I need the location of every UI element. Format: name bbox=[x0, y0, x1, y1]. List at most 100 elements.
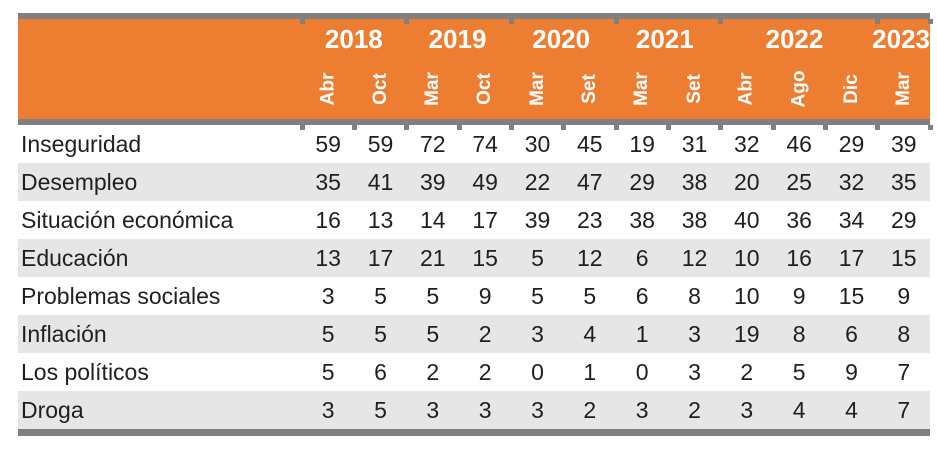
month-column-header: Dic bbox=[825, 59, 877, 119]
cell-value: 3 bbox=[531, 396, 544, 423]
table-row: Droga 3 5 3 3 3 2 3 2 3 4 4 7 bbox=[18, 391, 930, 429]
cell-value: 17 bbox=[367, 244, 394, 271]
month-label: Mar bbox=[421, 72, 443, 106]
cell-value: 13 bbox=[315, 244, 341, 271]
table-row: Inflación 5 5 5 2 3 4 1 3 19 8 6 8 bbox=[18, 315, 930, 353]
cell-value: 2 bbox=[478, 320, 492, 347]
month-column-header: Oct bbox=[354, 59, 406, 119]
column-boundary-tick bbox=[351, 125, 357, 130]
month-label: Mar bbox=[631, 72, 653, 106]
year-label: 2021 bbox=[635, 24, 694, 54]
month-label: Set bbox=[578, 74, 600, 104]
cell-value: 9 bbox=[478, 282, 492, 309]
column-boundary-tick bbox=[456, 125, 462, 130]
cell-value: 5 bbox=[374, 282, 387, 309]
column-boundary-tick bbox=[718, 125, 724, 130]
cell-value: 2 bbox=[583, 396, 597, 423]
month-column-header: Oct bbox=[459, 59, 511, 119]
cell-value: 15 bbox=[472, 244, 498, 271]
row-label: Problemas sociales bbox=[21, 282, 221, 309]
cell-value: 38 bbox=[629, 206, 655, 233]
cell-value: 2 bbox=[688, 396, 701, 423]
column-boundary-tick bbox=[299, 19, 305, 24]
row-label: Situación económica bbox=[21, 206, 234, 233]
cell-value: 14 bbox=[420, 206, 446, 233]
table-row: Educación 13 17 21 15 5 12 6 12 10 16 17 15 bbox=[18, 239, 930, 277]
row-label: Educación bbox=[21, 244, 129, 271]
cell-value: 35 bbox=[315, 168, 341, 195]
month-column-header: Set bbox=[668, 59, 720, 119]
cell-value: 12 bbox=[577, 244, 603, 271]
cell-value: 6 bbox=[374, 358, 387, 385]
table-row: Situación económica 16 13 14 17 39 23 38 38 40 36 3… bbox=[18, 201, 930, 239]
cell-value: 39 bbox=[420, 168, 446, 195]
column-boundary-tick bbox=[613, 125, 619, 130]
cell-value: 8 bbox=[792, 320, 806, 347]
cell-value: 5 bbox=[583, 282, 597, 309]
cell-value: 5 bbox=[426, 282, 440, 309]
header-separator bbox=[18, 119, 933, 130]
main-problems-table: 2018 2019 2020 2021 2022 2023 Abr Oct Mar Oct Mar… bbox=[18, 13, 933, 436]
month-label: Set bbox=[683, 74, 705, 104]
cell-value: 39 bbox=[524, 206, 551, 233]
cell-value: 3 bbox=[426, 396, 440, 423]
cell-value: 34 bbox=[838, 206, 865, 233]
month-column-header: Set bbox=[564, 59, 616, 119]
column-boundary-tick bbox=[404, 19, 410, 24]
cell-value: 29 bbox=[891, 206, 917, 233]
column-boundary-tick bbox=[665, 125, 671, 130]
year-header-row: 2018 2019 2020 2021 2022 2023 bbox=[18, 19, 930, 59]
cell-value: 25 bbox=[786, 168, 812, 195]
column-boundary-tick bbox=[927, 125, 933, 130]
column-boundary-tick bbox=[875, 19, 881, 24]
cell-value: 3 bbox=[688, 358, 701, 385]
year-label: 2022 bbox=[765, 24, 824, 54]
month-column-header: Abr bbox=[721, 59, 773, 119]
cell-value: 32 bbox=[734, 130, 760, 157]
cell-value: 46 bbox=[786, 130, 812, 157]
cell-value: 22 bbox=[524, 168, 551, 195]
cell-value: 3 bbox=[688, 320, 701, 347]
cell-value: 7 bbox=[897, 358, 911, 385]
cell-value: 3 bbox=[321, 282, 335, 309]
cell-value: 6 bbox=[845, 320, 858, 347]
table-top-border bbox=[18, 13, 933, 24]
cell-value: 38 bbox=[681, 168, 708, 195]
column-boundary-tick bbox=[508, 125, 514, 130]
cell-value: 1 bbox=[635, 320, 649, 347]
cell-value: 3 bbox=[531, 320, 544, 347]
row-label: Desempleo bbox=[21, 168, 138, 195]
cell-value: 6 bbox=[635, 244, 649, 271]
column-boundary-tick bbox=[770, 125, 776, 130]
month-label: Abr bbox=[735, 72, 757, 106]
cell-value: 5 bbox=[374, 396, 387, 423]
column-boundary-tick bbox=[718, 19, 724, 24]
cell-value: 32 bbox=[838, 168, 865, 195]
cell-value: 29 bbox=[838, 130, 865, 157]
cell-value: 15 bbox=[838, 282, 865, 309]
table-row: Problemas sociales 3 5 5 9 5 5 6 8 10 9 15 9 bbox=[18, 277, 930, 315]
cell-value: 35 bbox=[891, 168, 917, 195]
cell-value: 2 bbox=[478, 358, 492, 385]
cell-value: 2 bbox=[740, 358, 754, 385]
cell-value: 31 bbox=[681, 130, 708, 157]
cell-value: 8 bbox=[688, 282, 701, 309]
cell-value: 9 bbox=[792, 282, 806, 309]
column-boundary-tick bbox=[561, 125, 567, 130]
cell-value: 38 bbox=[681, 206, 708, 233]
cell-value: 12 bbox=[681, 244, 708, 271]
column-boundary-tick bbox=[508, 19, 514, 24]
cell-value: 1 bbox=[583, 358, 597, 385]
cell-value: 4 bbox=[792, 396, 806, 423]
table-body: Inseguridad 59 59 72 74 30 45 19 31 32 46 29 39 Desem… bbox=[18, 125, 930, 429]
table-bottom-border bbox=[18, 429, 930, 436]
cell-value: 16 bbox=[315, 206, 341, 233]
cell-value: 15 bbox=[891, 244, 917, 271]
row-label: Droga bbox=[21, 396, 84, 423]
cell-value: 8 bbox=[897, 320, 911, 347]
table-row: Inseguridad 59 59 72 74 30 45 19 31 32 46 29 39 bbox=[18, 125, 930, 163]
month-label: Oct bbox=[369, 73, 391, 105]
cell-value: 4 bbox=[845, 396, 858, 423]
month-label: Dic bbox=[840, 74, 862, 104]
cell-value: 39 bbox=[891, 130, 917, 157]
